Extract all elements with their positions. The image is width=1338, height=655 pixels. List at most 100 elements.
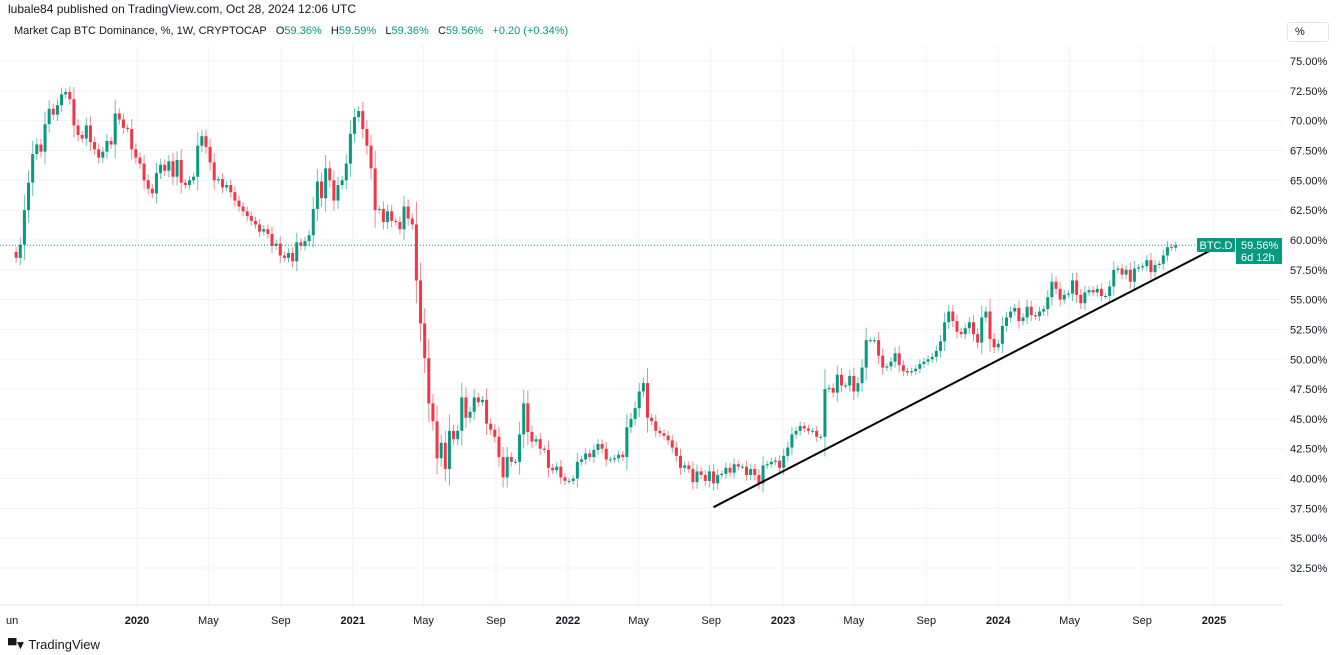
candle[interactable] <box>394 217 398 226</box>
candle[interactable] <box>951 305 955 328</box>
candle[interactable] <box>761 456 765 493</box>
candle[interactable] <box>608 456 612 463</box>
candle[interactable] <box>959 327 963 339</box>
candle[interactable] <box>332 170 336 211</box>
candle[interactable] <box>93 136 97 155</box>
candle[interactable] <box>695 464 699 489</box>
candle[interactable] <box>1128 262 1132 289</box>
candle[interactable] <box>35 138 39 161</box>
candle[interactable] <box>910 367 914 376</box>
candle[interactable] <box>200 129 204 153</box>
candle[interactable] <box>724 462 728 479</box>
candle[interactable] <box>315 168 319 222</box>
candle[interactable] <box>811 427 815 434</box>
candle[interactable] <box>1095 284 1099 297</box>
candle[interactable] <box>31 141 35 196</box>
candle[interactable] <box>357 106 361 123</box>
percent-scale-button[interactable]: % <box>1287 22 1329 42</box>
candle[interactable] <box>1062 290 1066 305</box>
candle[interactable] <box>1033 311 1037 320</box>
candle[interactable] <box>856 377 860 398</box>
candle[interactable] <box>740 463 744 470</box>
candle[interactable] <box>984 306 988 323</box>
candle[interactable] <box>1046 290 1050 317</box>
trendline[interactable] <box>713 246 1218 509</box>
candle[interactable] <box>720 470 724 479</box>
candle[interactable] <box>1170 243 1174 251</box>
candle[interactable] <box>617 450 621 463</box>
candle[interactable] <box>320 172 324 208</box>
candle[interactable] <box>80 130 84 143</box>
candle[interactable] <box>84 117 88 147</box>
candle[interactable] <box>134 143 138 164</box>
candle[interactable] <box>435 405 439 475</box>
candle[interactable] <box>1013 303 1017 316</box>
candle[interactable] <box>769 458 773 469</box>
candle[interactable] <box>827 384 831 393</box>
candle[interactable] <box>703 469 707 487</box>
candle[interactable] <box>584 448 588 465</box>
candle[interactable] <box>621 450 625 461</box>
candle[interactable] <box>386 204 390 229</box>
candle[interactable] <box>97 143 101 164</box>
candle[interactable] <box>877 331 881 365</box>
candle[interactable] <box>419 262 423 342</box>
candle[interactable] <box>901 360 905 377</box>
candle[interactable] <box>592 444 596 463</box>
candle[interactable] <box>51 103 55 120</box>
candle[interactable] <box>464 387 468 428</box>
candle[interactable] <box>1132 261 1136 290</box>
candle[interactable] <box>1025 300 1029 325</box>
candle[interactable] <box>76 119 80 142</box>
candle[interactable] <box>192 172 196 185</box>
candle[interactable] <box>1137 263 1141 272</box>
candle[interactable] <box>245 206 249 221</box>
candle[interactable] <box>501 446 505 488</box>
candle[interactable] <box>146 174 150 195</box>
candle[interactable] <box>485 388 489 436</box>
candle[interactable] <box>1004 311 1008 332</box>
candle[interactable] <box>130 118 134 160</box>
candle[interactable] <box>377 205 381 214</box>
candle[interactable] <box>674 441 678 462</box>
candle[interactable] <box>270 226 274 254</box>
candle[interactable] <box>233 186 237 207</box>
candle[interactable] <box>1120 263 1124 280</box>
candle[interactable] <box>456 424 460 446</box>
candle[interactable] <box>225 181 229 192</box>
candle[interactable] <box>526 390 530 446</box>
candle[interactable] <box>480 395 484 407</box>
candle[interactable] <box>976 328 980 349</box>
candle[interactable] <box>365 120 369 155</box>
candle[interactable] <box>815 425 819 442</box>
candle[interactable] <box>1042 305 1046 316</box>
candle[interactable] <box>266 224 270 239</box>
candle[interactable] <box>121 113 125 134</box>
candle[interactable] <box>679 448 683 475</box>
candle[interactable] <box>881 348 885 375</box>
candle[interactable] <box>1124 265 1128 280</box>
candle[interactable] <box>237 195 241 212</box>
candle[interactable] <box>307 230 311 247</box>
candle[interactable] <box>1083 285 1087 310</box>
candle[interactable] <box>196 131 200 191</box>
candle[interactable] <box>683 461 687 472</box>
candle[interactable] <box>1058 282 1062 307</box>
candle[interactable] <box>253 216 257 229</box>
candle[interactable] <box>443 430 447 482</box>
candle[interactable] <box>1021 313 1025 326</box>
candle[interactable] <box>142 154 146 190</box>
candle[interactable] <box>1141 262 1145 271</box>
candle[interactable] <box>291 247 295 268</box>
candle[interactable] <box>171 152 175 186</box>
candle[interactable] <box>757 469 761 490</box>
candle[interactable] <box>183 178 187 189</box>
candle[interactable] <box>596 438 600 455</box>
candle[interactable] <box>542 445 546 454</box>
candle[interactable] <box>1112 260 1116 296</box>
candle[interactable] <box>798 421 802 436</box>
candle[interactable] <box>295 232 299 272</box>
candle[interactable] <box>212 153 216 190</box>
candle[interactable] <box>328 161 332 188</box>
